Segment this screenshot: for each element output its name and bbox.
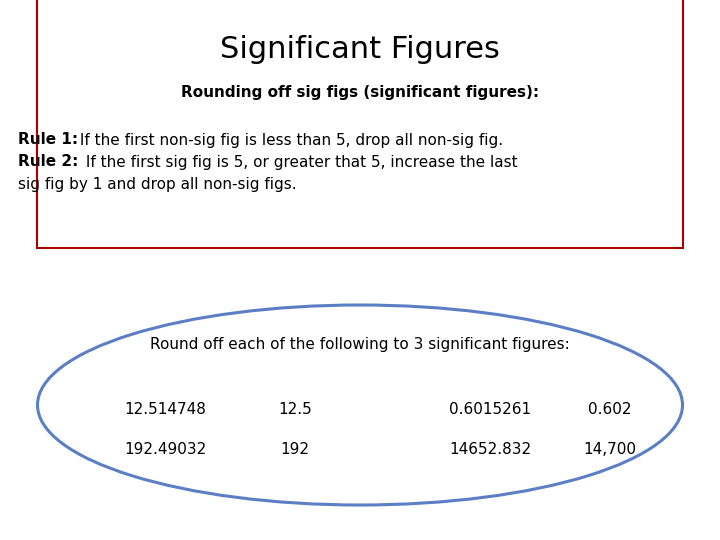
Text: 192: 192 (281, 442, 310, 457)
Text: If the first sig fig is 5, or greater that 5, increase the last: If the first sig fig is 5, or greater th… (81, 154, 518, 170)
Text: 14652.832: 14652.832 (449, 442, 531, 457)
Text: Round off each of the following to 3 significant figures:: Round off each of the following to 3 sig… (150, 338, 570, 353)
Text: Rounding off sig figs (significant figures):: Rounding off sig figs (significant figur… (181, 84, 539, 99)
Text: 14,700: 14,700 (583, 442, 636, 457)
Text: Rule 2:: Rule 2: (18, 154, 84, 170)
Text: Rule 1:: Rule 1: (18, 132, 78, 147)
Text: 0.6015261: 0.6015261 (449, 402, 531, 417)
Text: 0.602: 0.602 (588, 402, 631, 417)
Text: If the first non-sig fig is less than 5, drop all non-sig fig.: If the first non-sig fig is less than 5,… (75, 132, 503, 147)
Text: 192.49032: 192.49032 (124, 442, 206, 457)
Text: sig fig by 1 and drop all non-sig figs.: sig fig by 1 and drop all non-sig figs. (18, 177, 297, 192)
Text: Significant Figures: Significant Figures (220, 36, 500, 64)
Text: 12.514748: 12.514748 (124, 402, 206, 417)
Text: 12.5: 12.5 (278, 402, 312, 417)
